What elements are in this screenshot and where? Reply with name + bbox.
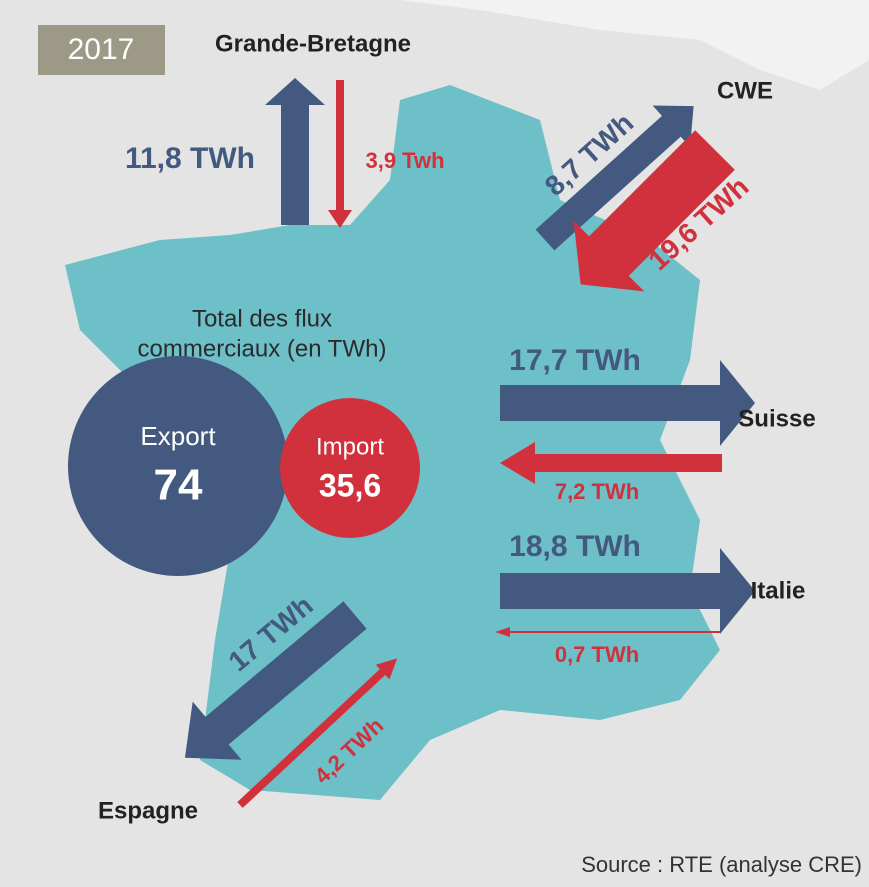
- partner-label: Italie: [751, 577, 806, 604]
- export-arrow: [535, 105, 694, 251]
- import-arrow: [500, 442, 722, 484]
- import-label: 3,9 Twh: [365, 148, 444, 173]
- import-label: 0,7 TWh: [555, 642, 639, 667]
- export-label: 18,8 TWh: [509, 530, 641, 563]
- export-label: 11,8 TWh: [125, 142, 255, 175]
- import-arrow: [573, 130, 735, 292]
- year-box: [38, 25, 165, 75]
- import-arrow: [328, 80, 352, 228]
- partner-label: Espagne: [98, 797, 198, 824]
- import-title: Import: [316, 433, 384, 460]
- export-arrow: [184, 601, 367, 760]
- export-title: Export: [140, 421, 216, 451]
- partner-label: Suisse: [738, 405, 815, 432]
- export-label: 17,7 TWh: [509, 344, 641, 377]
- import-arrow: [495, 627, 720, 637]
- source: Source : RTE (analyse CRE): [581, 852, 862, 877]
- partner-label: Grande-Bretagne: [215, 30, 411, 57]
- import-circle: [280, 398, 420, 538]
- sea: [0, 0, 869, 90]
- year: 2017: [68, 33, 135, 66]
- import-total: 35,6: [319, 467, 381, 503]
- partner-label: CWE: [717, 77, 773, 104]
- total-title: Total des flux: [192, 305, 332, 332]
- export-arrow: [500, 360, 755, 446]
- import-arrow: [237, 658, 398, 808]
- export-total: 74: [154, 461, 203, 510]
- export-circle: [68, 356, 288, 576]
- export-arrow: [500, 548, 755, 634]
- export-arrow: [265, 78, 325, 225]
- import-label: 7,2 TWh: [555, 479, 639, 504]
